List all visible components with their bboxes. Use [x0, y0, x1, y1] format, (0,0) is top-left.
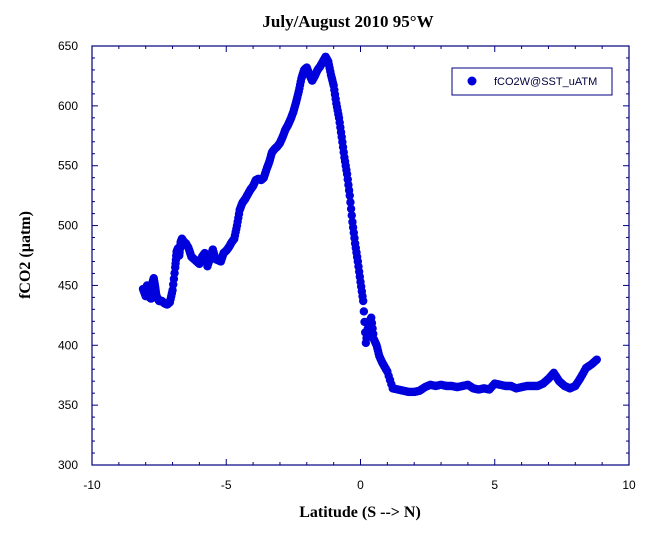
legend: fCO2W@SST_uATM: [451, 67, 613, 96]
data-points: [138, 52, 601, 397]
axis-ticks: -10 -5 0 5 10 300 350 400 450 500 550 600 650: [58, 39, 636, 492]
x-tick-label: -5: [221, 478, 232, 492]
x-tick-label: 0: [357, 478, 364, 492]
y-tick-label: 300: [58, 458, 78, 472]
data-point: [345, 191, 354, 200]
x-tick-label: 10: [622, 478, 636, 492]
y-axis-label: fCO2 (µatm): [17, 211, 34, 299]
y-tick-label: 350: [58, 398, 78, 412]
x-tick-label: -10: [83, 478, 101, 492]
y-tick-label: 600: [58, 99, 78, 113]
y-tick-label: 550: [58, 159, 78, 173]
x-axis-label: Latitude (S --> N): [299, 504, 421, 521]
data-point-fill: [359, 307, 369, 316]
y-tick-label: 500: [58, 219, 78, 233]
x-tick-label: 5: [491, 478, 498, 492]
data-point-fill: [346, 198, 355, 207]
data-point: [592, 355, 601, 364]
legend-box: [451, 67, 613, 96]
y-tick-label: 650: [58, 39, 78, 53]
y-tick-label: 450: [58, 278, 78, 292]
legend-label: fCO2W@SST_uATM: [494, 76, 597, 88]
data-point-fill: [346, 204, 356, 214]
chart-title: July/August 2010 95°W: [262, 12, 433, 31]
y-tick-label: 400: [58, 338, 78, 352]
legend-marker: [467, 76, 477, 86]
data-point-fill: [347, 211, 356, 220]
data-point: [358, 296, 368, 306]
